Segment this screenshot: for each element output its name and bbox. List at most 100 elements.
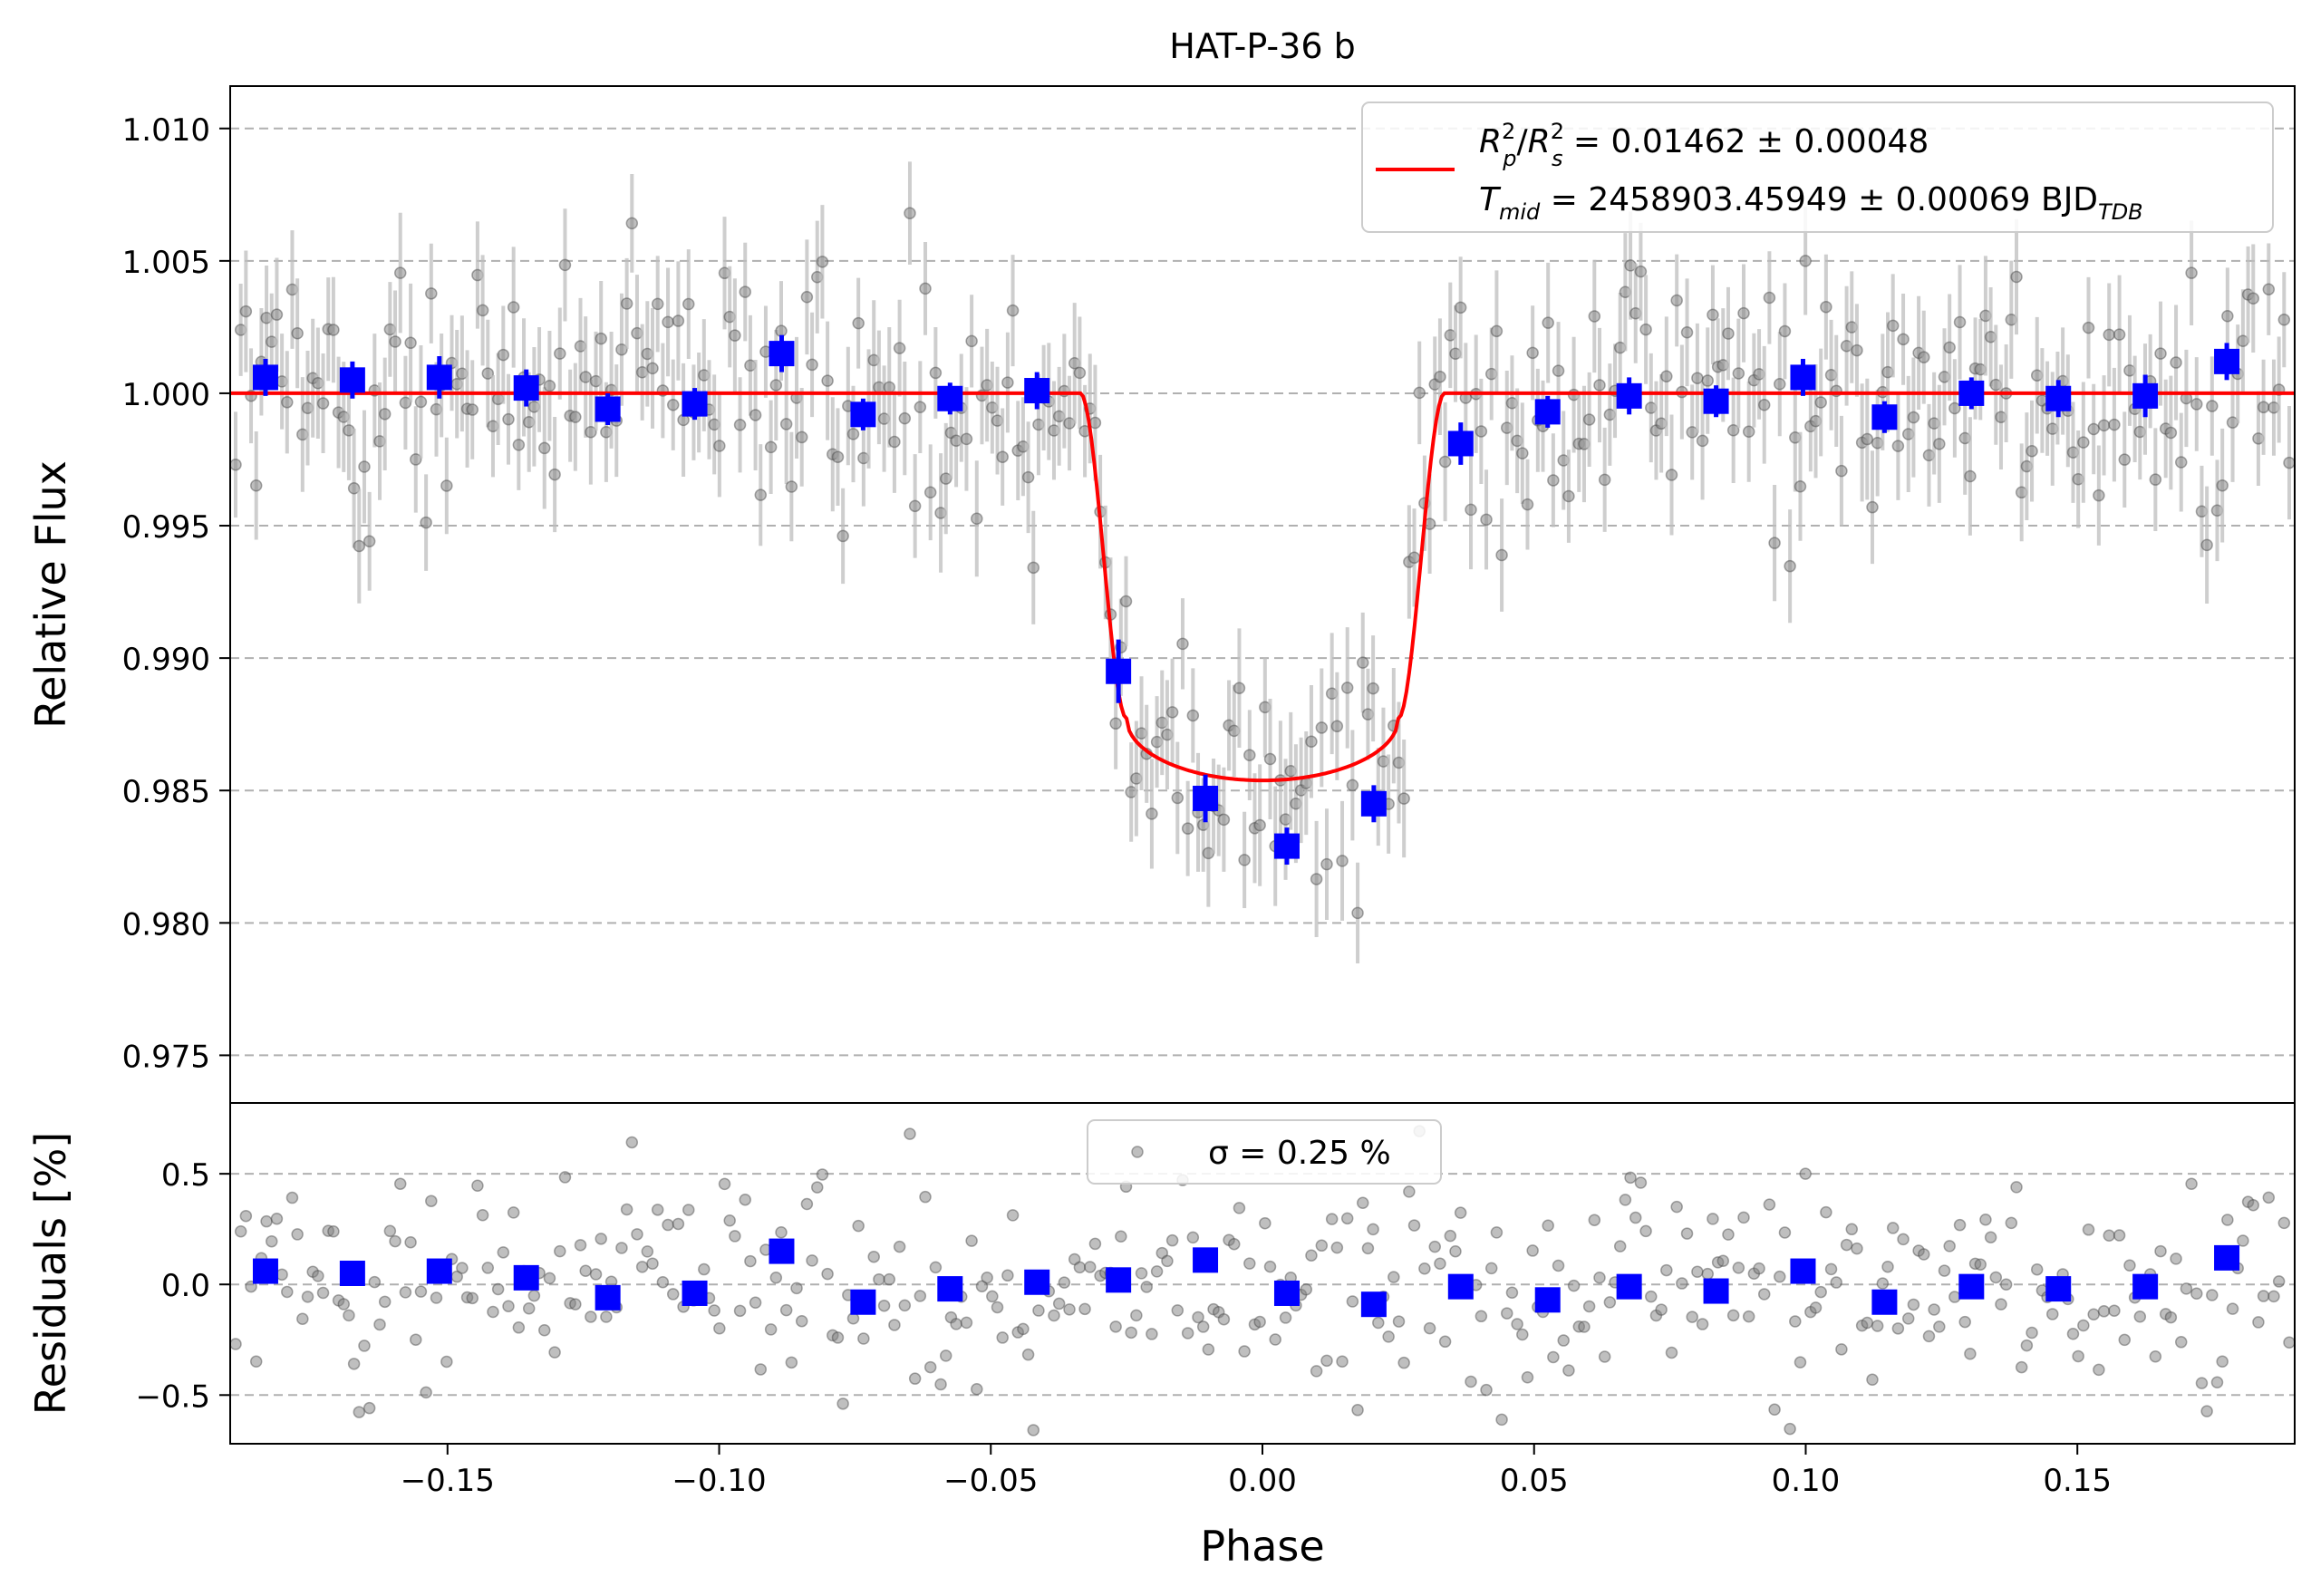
residuals-raw-point — [1881, 1260, 1894, 1273]
x-tick-label: 0.15 — [2043, 1463, 2112, 1499]
residuals-raw-point — [1680, 1227, 1694, 1240]
residuals-raw-point — [1928, 1303, 1940, 1316]
residuals-raw-point — [1557, 1334, 1570, 1347]
residuals-raw-point — [347, 1358, 361, 1370]
flux-binned-point — [1447, 430, 1474, 457]
flux-raw-point — [507, 301, 520, 314]
residuals-raw-point — [234, 1224, 247, 1238]
flux-binned-point — [769, 341, 795, 367]
flux-binned-point — [682, 391, 708, 417]
residuals-raw-point — [1763, 1198, 1776, 1211]
residuals-raw-point — [1701, 1267, 1715, 1281]
residuals-raw-point — [1238, 1345, 1251, 1358]
residuals-raw-point — [2257, 1290, 2270, 1302]
residuals-raw-point — [1582, 1300, 1596, 1313]
residuals-raw-point — [585, 1311, 597, 1323]
flux-y-tick-label: 1.010 — [122, 112, 210, 149]
flux-raw-point — [1233, 682, 1246, 694]
residuals-raw-point — [337, 1298, 351, 1311]
residuals-raw-point — [1742, 1310, 1755, 1323]
flux-raw-point — [1907, 411, 1920, 424]
flux-raw-point — [1639, 323, 1652, 336]
flux-raw-point — [1588, 310, 1601, 323]
flux-raw-point — [1726, 424, 1740, 437]
flux-y-tick-label: 0.995 — [122, 509, 210, 546]
residuals-raw-point — [1279, 1311, 1292, 1324]
residuals-legend-box — [1087, 1119, 1442, 1185]
residuals-raw-point — [857, 1332, 870, 1345]
residuals-raw-point — [1897, 1233, 1910, 1246]
residuals-binned-point — [1871, 1289, 1898, 1315]
residuals-raw-point — [1078, 1302, 1091, 1316]
flux-raw-point — [579, 371, 592, 383]
residuals-raw-point — [2005, 1216, 2018, 1230]
flux-raw-point — [481, 367, 495, 380]
residuals-raw-point — [260, 1214, 273, 1228]
residuals-raw-point — [1861, 1316, 1874, 1330]
residuals-raw-point — [1130, 1309, 1143, 1322]
flux-raw-point — [971, 512, 983, 526]
residuals-raw-point — [2174, 1336, 2188, 1349]
flux-raw-point — [2087, 422, 2100, 436]
flux-raw-point — [239, 305, 253, 318]
residuals-raw-point — [723, 1214, 736, 1227]
residuals-raw-point — [1407, 1219, 1421, 1232]
residuals-binned-point — [1534, 1287, 1561, 1313]
residuals-raw-point — [1192, 1311, 1204, 1324]
residuals-binned-point — [937, 1276, 963, 1302]
residuals-raw-point — [1388, 1271, 1400, 1283]
residuals-binned-point — [1703, 1278, 1729, 1304]
residuals-raw-point — [291, 1228, 304, 1241]
residuals-raw-point — [1511, 1318, 1523, 1330]
flux-raw-point — [1799, 255, 1812, 267]
residuals-raw-point — [1526, 1244, 1539, 1257]
flux-binned-point — [850, 401, 876, 428]
flux-raw-point — [2200, 538, 2213, 552]
residuals-raw-point — [1660, 1263, 1673, 1277]
flux-raw-point — [1891, 440, 1905, 452]
residuals-raw-point — [1259, 1216, 1272, 1230]
residuals-raw-point — [1774, 1270, 1786, 1283]
residuals-raw-point — [2026, 1326, 2038, 1340]
flux-raw-point — [893, 342, 906, 354]
residuals-raw-point — [343, 1309, 355, 1322]
residuals-raw-point — [1165, 1233, 1179, 1247]
flux-raw-point — [358, 460, 371, 473]
flux-raw-point — [1490, 324, 1504, 338]
flux-raw-point — [1253, 818, 1266, 832]
residuals-raw-point — [1948, 1291, 1961, 1303]
flux-raw-point — [2108, 418, 2121, 431]
residuals-raw-point — [569, 1298, 582, 1311]
flux-raw-point — [764, 440, 778, 454]
residuals-raw-point — [1140, 1281, 1153, 1293]
flux-raw-point — [543, 379, 556, 392]
residuals-raw-point — [779, 1303, 793, 1317]
flux-raw-point — [1794, 480, 1807, 493]
flux-raw-point — [291, 327, 304, 340]
residuals-raw-point — [2133, 1310, 2147, 1323]
residuals-raw-point — [1300, 1282, 1313, 1296]
flux-raw-point — [908, 499, 922, 513]
residuals-raw-point — [1001, 1269, 1014, 1282]
residuals-raw-point — [1979, 1213, 1992, 1226]
residuals-raw-point — [1058, 1276, 1071, 1289]
residuals-raw-point — [898, 1299, 912, 1312]
flux-raw-point — [1722, 327, 1735, 340]
residuals-raw-point — [1835, 1343, 1848, 1356]
flux-binned-point — [1958, 380, 1985, 406]
residuals-raw-point — [522, 1302, 536, 1315]
residuals-raw-point — [2206, 1289, 2219, 1301]
residuals-raw-point — [929, 1261, 943, 1274]
flux-raw-point — [739, 285, 751, 298]
residuals-raw-point — [1146, 1328, 1158, 1340]
flux-raw-point — [1217, 813, 1231, 827]
residuals-raw-point — [471, 1179, 484, 1192]
residuals-raw-point — [2267, 1290, 2280, 1303]
residuals-raw-point — [1999, 1278, 2013, 1291]
flux-binned-point — [2214, 348, 2240, 374]
flux-raw-point — [595, 332, 607, 345]
flux-raw-point — [1665, 469, 1678, 481]
flux-raw-point — [1562, 489, 1575, 503]
residuals-raw-point — [1845, 1223, 1859, 1236]
residuals-raw-point — [507, 1206, 520, 1219]
